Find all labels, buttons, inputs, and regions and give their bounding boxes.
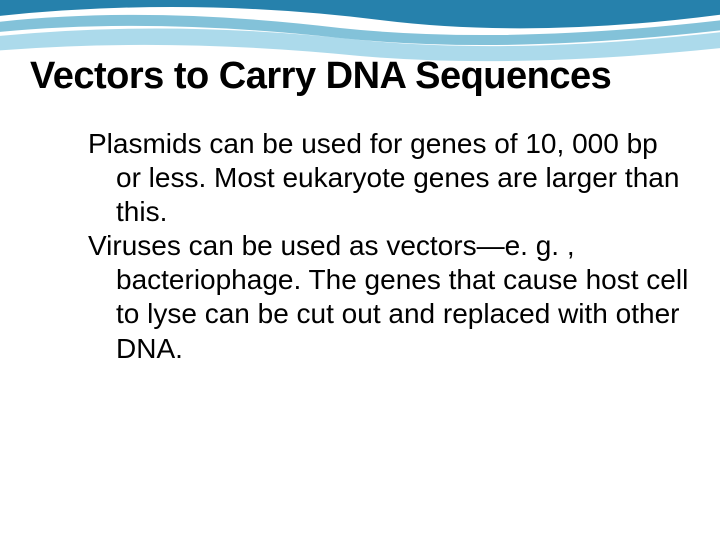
paragraph-2: Viruses can be used as vectors—e. g. , b…	[60, 229, 690, 366]
slide-title: Vectors to Carry DNA Sequences	[30, 55, 690, 99]
paragraph-1: Plasmids can be used for genes of 10, 00…	[60, 127, 690, 229]
body-text: Plasmids can be used for genes of 10, 00…	[30, 127, 690, 366]
slide-content: Vectors to Carry DNA Sequences Plasmids …	[0, 0, 720, 366]
